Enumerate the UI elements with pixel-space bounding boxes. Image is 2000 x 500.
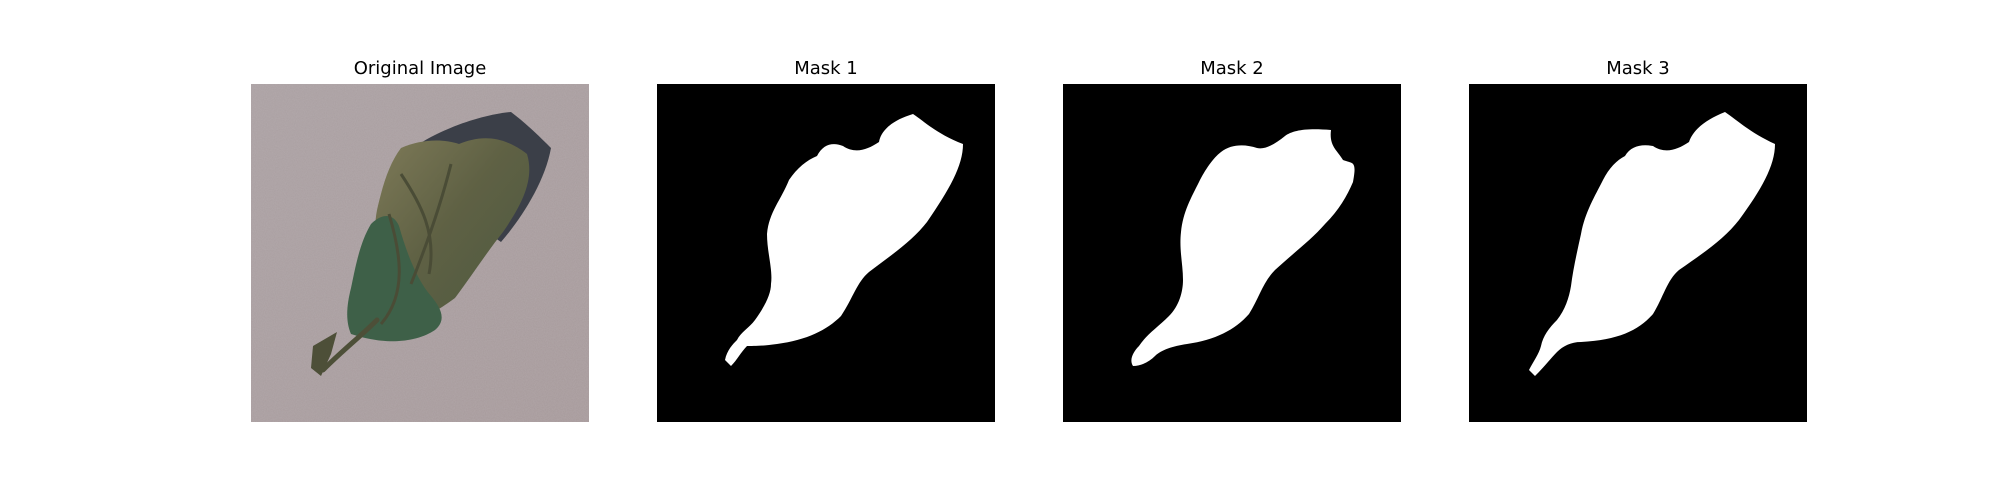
panel-title-mask-1: Mask 1 [794,58,858,79]
mask-1-panel [657,84,995,422]
mask-3-panel [1469,84,1807,422]
mask-1 [657,84,995,422]
panel-title-mask-2: Mask 2 [1200,58,1264,79]
leaf-fold [379,163,453,325]
panel-title-mask-3: Mask 3 [1606,58,1670,79]
mask-2 [1063,84,1401,422]
leaf-green-part [347,216,442,342]
leaf-stem [320,317,380,373]
mask-2-panel [1063,84,1401,422]
leaf-stem-tip [311,332,337,376]
panel-title-original: Original Image [353,58,487,79]
mask-2-leaf-region [1131,129,1355,366]
leaf-photo [251,84,589,422]
mask-3 [1469,84,1807,422]
mask-1-leaf-region [725,114,963,366]
mask-3-leaf-region [1529,112,1775,376]
original-image-panel [251,84,589,422]
